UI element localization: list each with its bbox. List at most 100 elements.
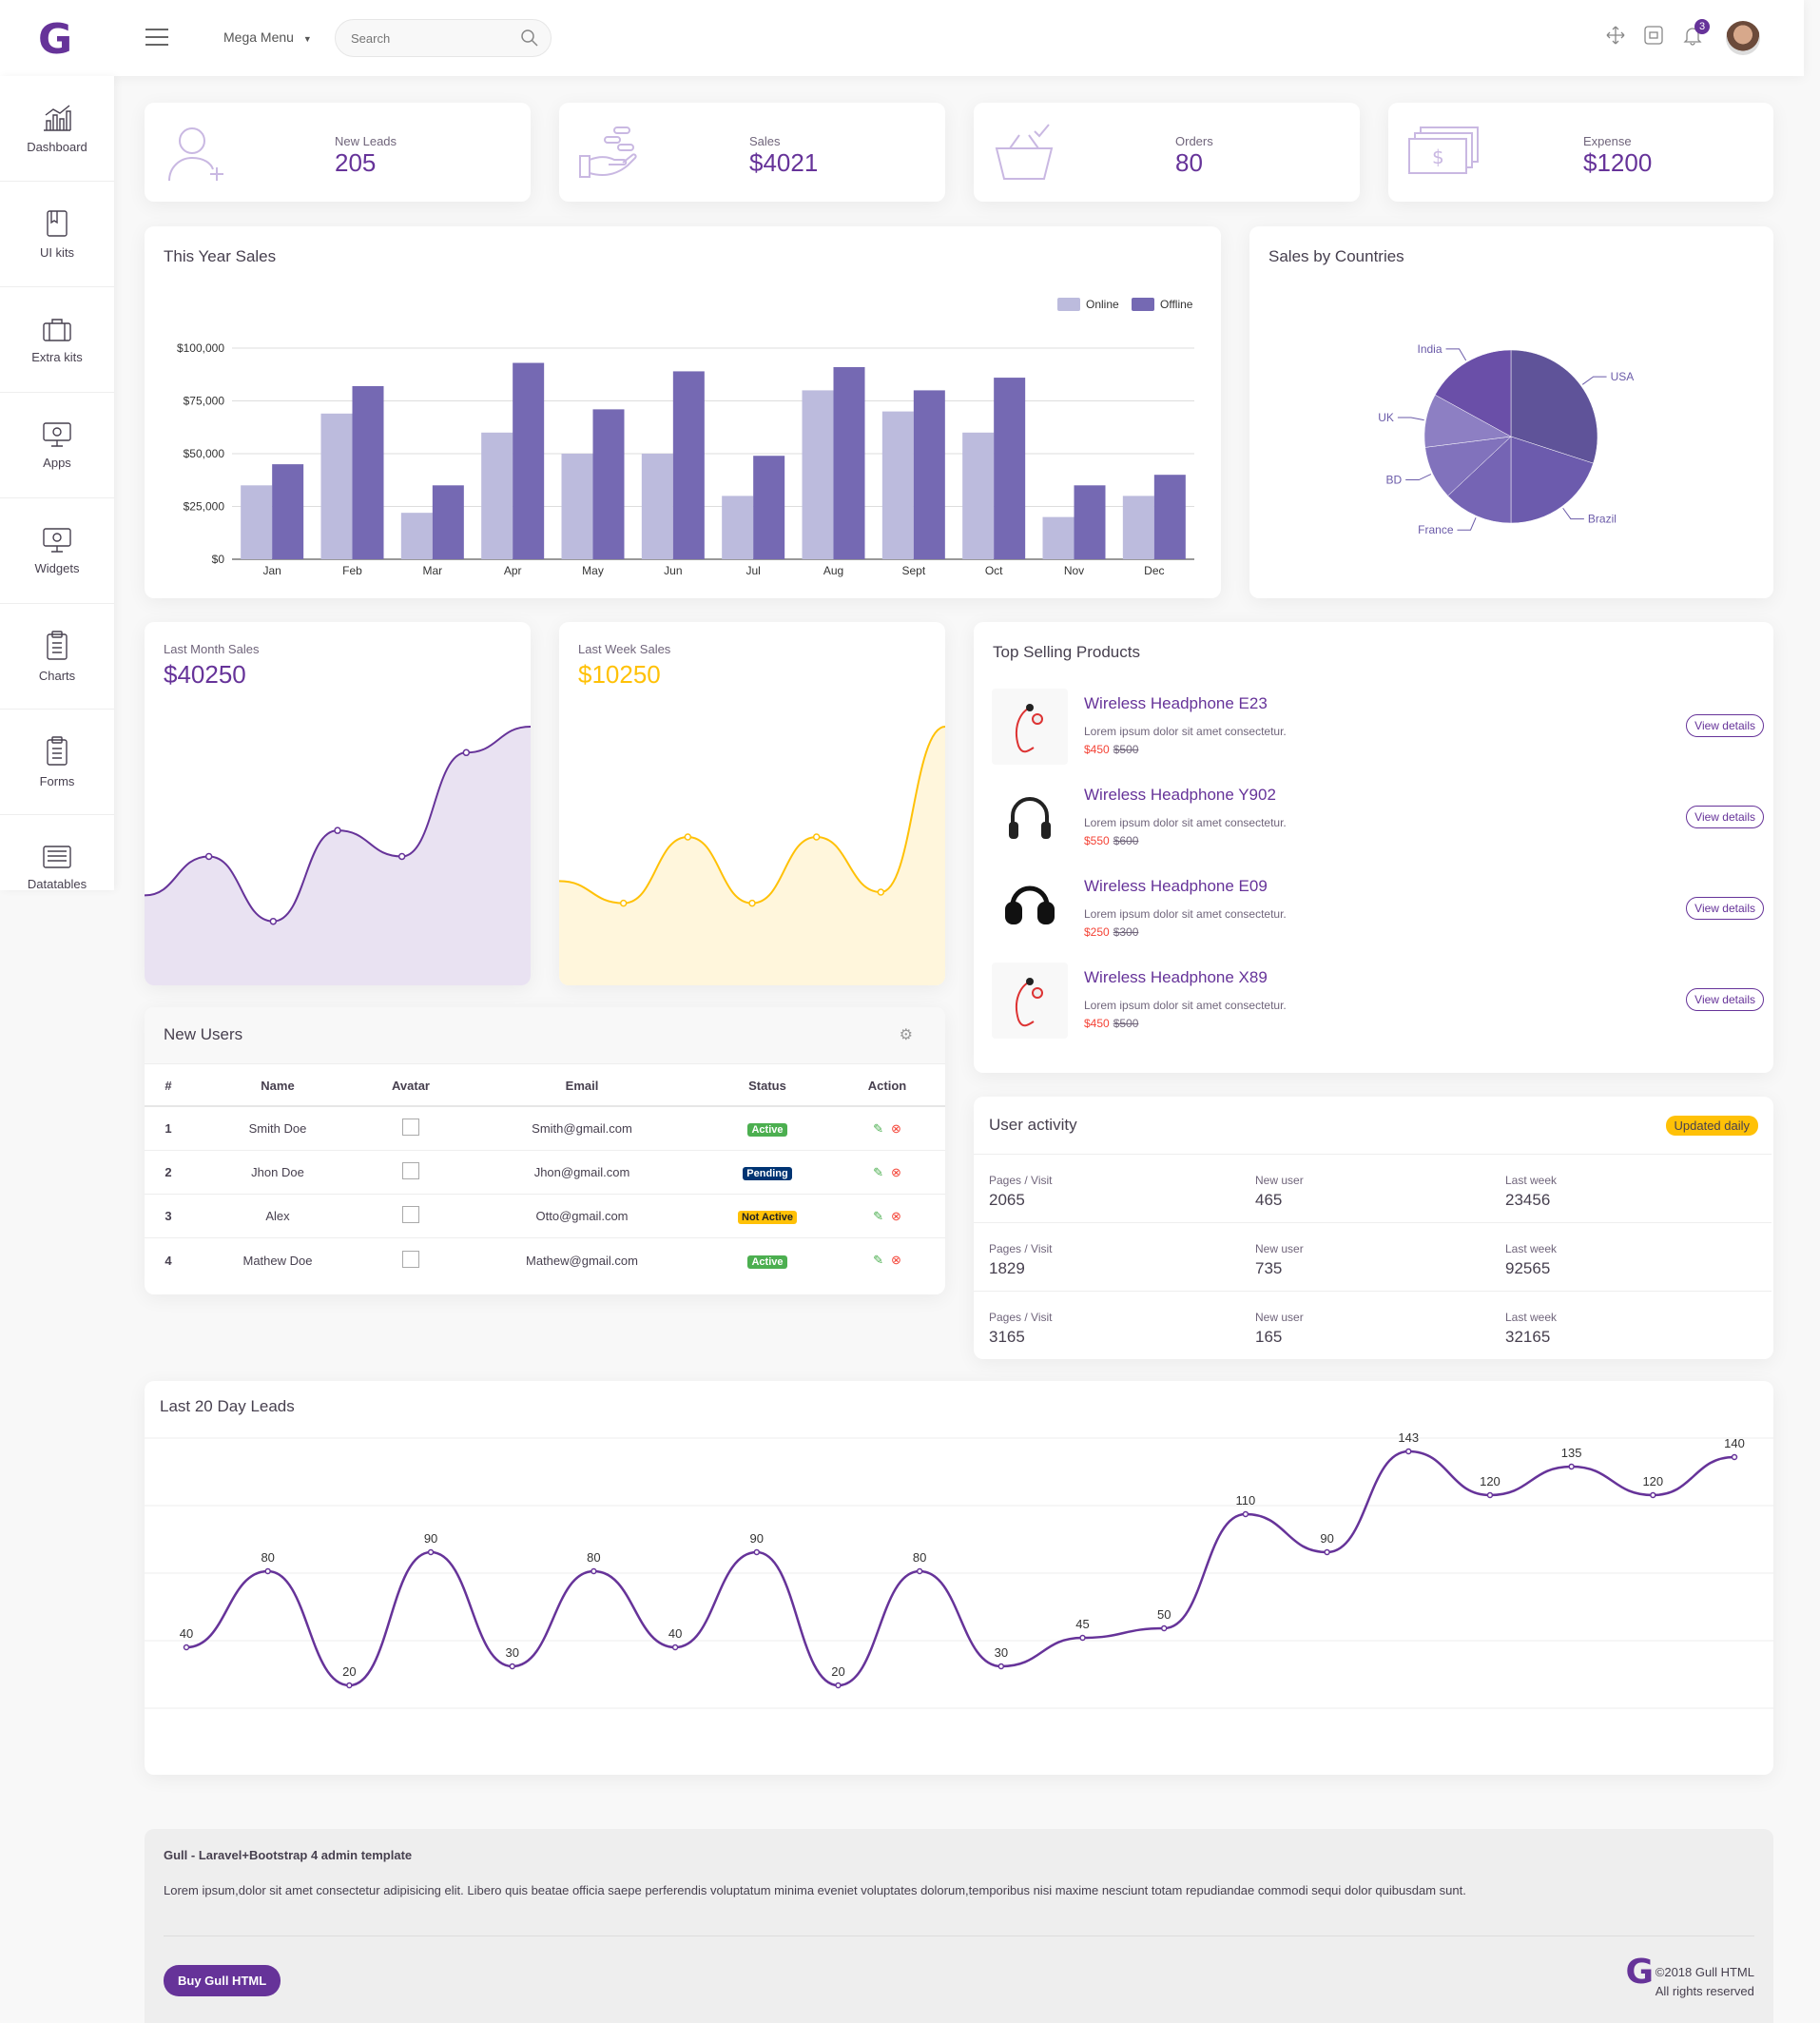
x-tick-label: May — [582, 564, 604, 577]
view-details-button[interactable]: View details — [1686, 806, 1764, 828]
data-point — [509, 1663, 515, 1670]
x-tick-label: Oct — [985, 564, 1003, 577]
stat-label: New Leads — [335, 134, 397, 148]
legend-label: Offline — [1160, 298, 1193, 311]
status-badge: Active — [747, 1255, 787, 1269]
delete-icon[interactable]: ⊗ — [891, 1208, 901, 1223]
sidebar-item-widgets[interactable]: Widgets — [0, 498, 114, 604]
delete-icon[interactable]: ⊗ — [891, 1253, 901, 1267]
sidebar-item-label: Widgets — [34, 560, 80, 575]
stat-label: Last week — [1505, 1242, 1558, 1255]
data-point — [671, 1644, 679, 1651]
data-point — [264, 1567, 271, 1575]
bar — [1122, 496, 1154, 559]
card-header — [145, 1007, 945, 1064]
legend-label: Online — [1086, 298, 1119, 311]
delete-icon[interactable]: ⊗ — [891, 1164, 901, 1179]
menu-toggle-button[interactable] — [145, 29, 168, 48]
sidebar-item-charts[interactable]: Charts — [0, 604, 114, 710]
x-tick-label: Dec — [1144, 564, 1164, 577]
fullscreen-icon[interactable] — [1605, 25, 1626, 46]
headphone-icon — [1009, 797, 1051, 839]
sidebar-item-dashboard[interactable]: Dashboard — [0, 76, 114, 182]
stat-label: New user — [1255, 1174, 1304, 1187]
last-week-value: 32165 — [1505, 1328, 1551, 1346]
product-description: Lorem ipsum dolor sit amet consectetur. — [1084, 907, 1287, 921]
new-user-value: 465 — [1255, 1191, 1283, 1209]
data-point — [877, 888, 885, 896]
y-tick-label: $50,000 — [184, 447, 225, 460]
gear-icon[interactable]: ⚙ — [899, 1027, 913, 1043]
view-details-button[interactable]: View details — [1686, 897, 1764, 920]
edit-icon[interactable]: ✎ — [873, 1253, 883, 1267]
sidebar-item-extra-kits[interactable]: Extra kits — [0, 287, 114, 393]
sidebar-item-apps[interactable]: Apps — [0, 393, 114, 498]
area-fill — [559, 727, 945, 985]
sidebar-item-datatables[interactable]: Datatables — [0, 815, 114, 921]
data-point — [619, 899, 628, 907]
money-icon: $ — [1408, 126, 1479, 174]
basket-icon — [995, 124, 1054, 180]
edit-icon[interactable]: ✎ — [873, 1120, 883, 1136]
pie-leader-line — [1397, 417, 1424, 421]
x-tick-label: Nov — [1064, 564, 1084, 577]
search-input[interactable] — [336, 20, 516, 56]
data-point — [1568, 1463, 1575, 1470]
card-title: Top Selling Products — [993, 643, 1140, 661]
sidebar-item-ui-kits[interactable]: UI kits — [0, 182, 114, 287]
table-header: # Name Avatar Email Status Action — [145, 1065, 945, 1107]
pie-label: USA — [1611, 370, 1635, 383]
stat-card-orders: Orders 80 — [974, 103, 1360, 202]
user-avatar[interactable] — [1726, 21, 1760, 55]
notification-button[interactable]: 3 — [1683, 19, 1710, 46]
countries-card: Sales by Countries USA Brazil France BD UK In… — [1249, 226, 1773, 598]
data-label: 40 — [668, 1626, 682, 1641]
stat-label: Sales — [749, 134, 781, 148]
view-details-button[interactable]: View details — [1686, 988, 1764, 1011]
x-tick-label: Feb — [342, 564, 362, 577]
product-name[interactable]: Wireless Headphone E09 — [1084, 877, 1268, 895]
edit-icon[interactable]: ✎ — [873, 1164, 883, 1179]
grid-apps-icon[interactable] — [1643, 25, 1664, 46]
mega-menu-dropdown[interactable]: Mega Menu ▼ — [223, 29, 312, 45]
x-tick-label: Apr — [504, 564, 522, 577]
user-name: Mathew Doe — [242, 1253, 313, 1268]
coins-hand-icon — [579, 126, 637, 178]
data-point — [1731, 1453, 1738, 1461]
area-fill — [145, 727, 531, 985]
product-image — [992, 963, 1068, 1039]
edit-icon[interactable]: ✎ — [873, 1208, 883, 1223]
column-header: Avatar — [392, 1078, 430, 1093]
product-price: $250 $300 — [1084, 925, 1139, 939]
top-bar: G Mega Menu ▼ 3 — [0, 0, 1804, 76]
sidebar-item-forms[interactable]: Forms — [0, 710, 114, 815]
data-point — [835, 1682, 842, 1689]
product-item: Wireless Headphone E23 Lorem ipsum dolor… — [992, 689, 1764, 767]
activity-row: Pages / Visit 1829 New user 735 Last week 9… — [974, 1222, 1772, 1291]
view-details-button[interactable]: View details — [1686, 714, 1764, 737]
product-price: $550 $600 — [1084, 834, 1139, 847]
sidebar: Dashboard UI kits Extra kits Apps Widget… — [0, 76, 114, 891]
logo[interactable]: G — [38, 15, 73, 64]
pages-visit-value: 1829 — [989, 1259, 1025, 1277]
y-tick-label: $100,000 — [177, 341, 224, 355]
bar — [561, 454, 593, 559]
footer-text: Lorem ipsum,dolor sit amet consectetur a… — [164, 1883, 1466, 1897]
buy-button[interactable]: Buy Gull HTML — [164, 1965, 281, 1996]
data-point — [916, 1567, 923, 1575]
avatar — [363, 1162, 458, 1182]
data-point — [183, 1644, 190, 1651]
stat-label: Expense — [1583, 134, 1632, 148]
product-name[interactable]: Wireless Headphone Y902 — [1084, 786, 1276, 804]
user-name: Alex — [265, 1209, 290, 1223]
bar — [722, 496, 754, 559]
product-image — [992, 780, 1068, 856]
product-name[interactable]: Wireless Headphone X89 — [1084, 968, 1268, 986]
book-icon — [47, 209, 68, 237]
product-name[interactable]: Wireless Headphone E23 — [1084, 694, 1268, 712]
search-icon[interactable] — [520, 29, 539, 48]
delete-icon[interactable]: ⊗ — [891, 1120, 901, 1136]
last-week-card: Last Week Sales $10250 — [559, 622, 945, 985]
data-point — [1079, 1634, 1086, 1642]
data-label: 20 — [831, 1664, 844, 1679]
